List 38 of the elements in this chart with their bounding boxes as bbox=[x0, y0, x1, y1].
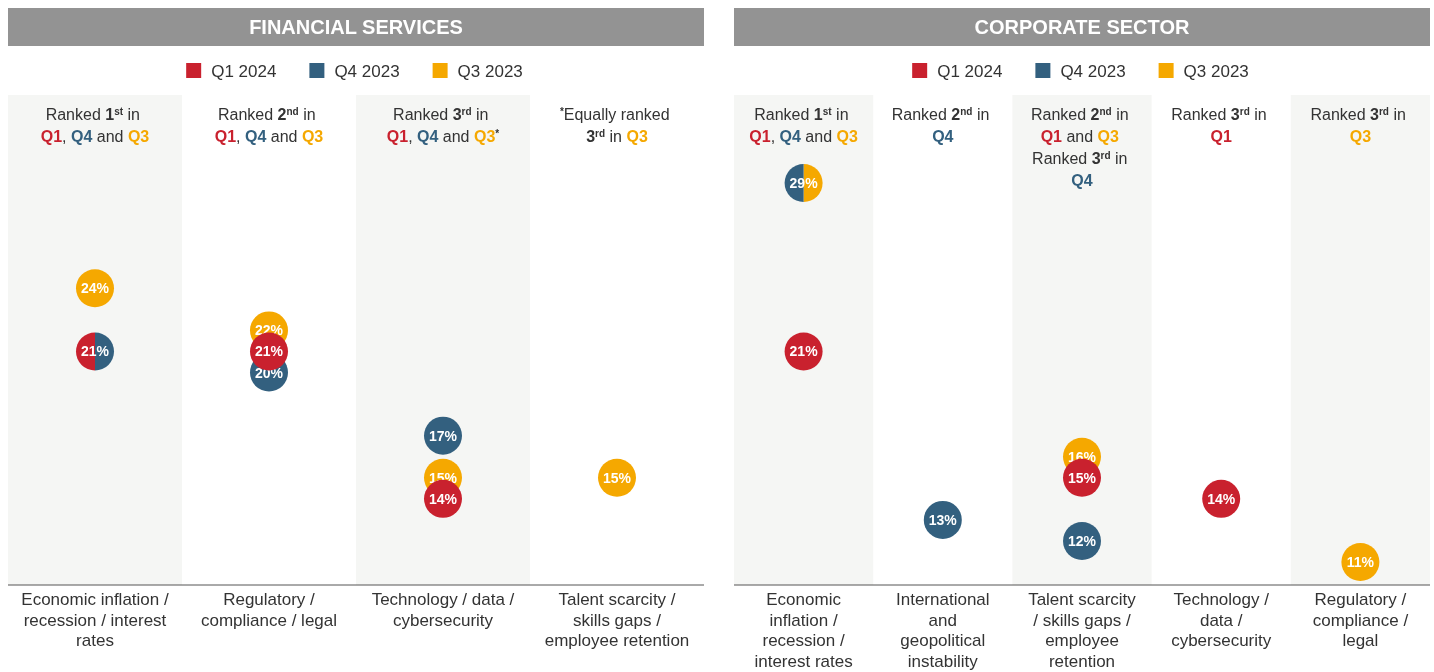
x-tick-label: Economic inflation / recession / interest rates bbox=[21, 590, 169, 650]
data-label: 21% bbox=[80, 343, 110, 360]
data-label: 21% bbox=[789, 343, 819, 360]
x-tick-label: Regulatory / compliance / legal bbox=[200, 590, 338, 630]
x-tick-label: Technology / data / cybersecurity bbox=[371, 590, 515, 630]
data-label: 13% bbox=[928, 511, 958, 528]
data-label: 24% bbox=[80, 280, 110, 297]
text: Ranked 2$^{nd}$ in Q4 bbox=[891, 105, 990, 145]
legend-label: Q1 2024 bbox=[211, 62, 277, 81]
legend-label: Q3 2023 bbox=[1183, 62, 1249, 81]
data-label: 21% bbox=[254, 343, 284, 360]
legend-label: Q4 2023 bbox=[1060, 62, 1126, 81]
legend-label: Q1 2024 bbox=[937, 62, 1003, 81]
data-label: 15% bbox=[602, 469, 632, 486]
text: Ranked 1$^{st}$ in Q1, Q4 and Q3 bbox=[749, 105, 858, 145]
data-label: 15% bbox=[1067, 469, 1097, 486]
x-tick-label: Talent scarcity / skills gaps / employee retention bbox=[544, 590, 690, 650]
text: Ranked 3$^{rd}$ in Q1 bbox=[1171, 105, 1267, 145]
text: Ranked 2$^{nd}$ in Q1 and Q3 Ranked 3$^{rd}$ in Q4 bbox=[1030, 105, 1129, 189]
chart-title: FINANCIAL SERVICES bbox=[249, 16, 463, 38]
chart-title: CORPORATE SECTOR bbox=[974, 16, 1190, 38]
text: Ranked 2$^{nd}$ in Q1, Q4 and Q3 bbox=[214, 105, 324, 145]
data-label: 12% bbox=[1067, 532, 1097, 549]
text: Ranked 1$^{st}$ in Q1, Q4 and Q3 bbox=[40, 105, 150, 145]
text: Ranked 3$^{rd}$ in Q3 bbox=[1310, 105, 1406, 145]
data-label: 14% bbox=[1207, 490, 1236, 507]
x-tick-label: Economic inflation / recession / interest rates bbox=[754, 590, 853, 671]
x-tick-label: Talent scarcity / skills gaps / employee retention bbox=[1028, 590, 1137, 671]
legend-label: Q3 2023 bbox=[457, 62, 523, 81]
data-label: 14% bbox=[428, 490, 458, 507]
legend-label: Q4 2023 bbox=[334, 62, 400, 81]
data-label: 11% bbox=[1346, 554, 1375, 570]
x-tick-label: Technology / data / cybersecurity bbox=[1171, 590, 1272, 650]
x-tick-label: International and geopolitical instability bbox=[896, 590, 990, 671]
text: $^{*}$Equally ranked 3$^{rd}$ in Q3 bbox=[559, 105, 675, 145]
x-tick-label: Regulatory / compliance / legal bbox=[1312, 590, 1409, 650]
text: Ranked 3$^{rd}$ in Q1, Q4 and Q3$^{*}$ bbox=[386, 105, 500, 145]
data-label: 17% bbox=[428, 427, 458, 444]
